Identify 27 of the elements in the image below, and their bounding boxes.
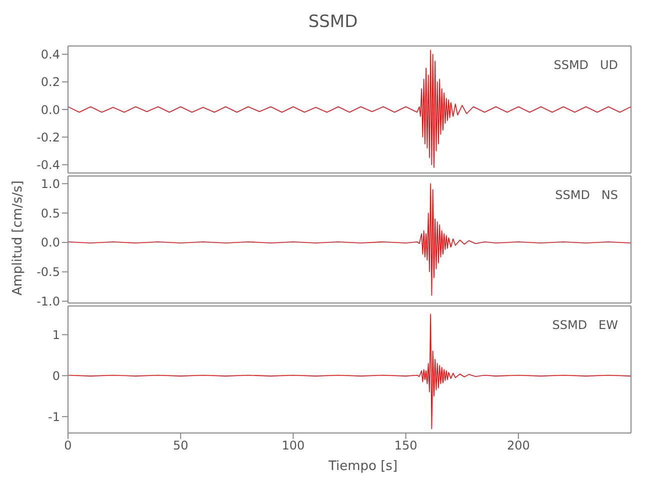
y-tick-label: 1.0 (40, 176, 60, 191)
line-series (68, 50, 631, 168)
line-series (68, 183, 631, 296)
annotation: SSMD EW (552, 318, 618, 332)
annotation: SSMD NS (555, 188, 618, 202)
y-tick-label: 0.0 (40, 236, 60, 250)
x-tick-label: 200 (506, 438, 530, 453)
y-tick-label: 0.0 (40, 102, 60, 117)
y-axis-title: Amplitud [cm/s/s] (10, 180, 26, 296)
annotation: SSMD UD (554, 58, 618, 72)
y-tick-label: -0.4 (36, 158, 60, 172)
y-tick-label: -0.5 (36, 265, 60, 280)
y-tick-label: 0.4 (40, 48, 60, 62)
x-tick-label: 150 (394, 438, 418, 453)
y-tick-label: 0.5 (40, 206, 60, 220)
y-tick-label: -1 (48, 410, 60, 424)
x-tick-label: 0 (64, 438, 72, 453)
y-tick-label: 0.2 (40, 75, 60, 90)
x-axis-title: Tiempo [s] (327, 459, 399, 474)
y-tick-label: 1 (52, 328, 60, 342)
x-tick-label: 50 (172, 438, 188, 453)
y-tick-label: -0.2 (36, 130, 60, 144)
y-tick-label: -1.0 (36, 294, 60, 308)
y-tick-label: 0 (52, 368, 60, 383)
line-series (68, 314, 631, 430)
x-tick-label: 100 (282, 438, 305, 453)
chart-title: SSMD (307, 11, 359, 34)
